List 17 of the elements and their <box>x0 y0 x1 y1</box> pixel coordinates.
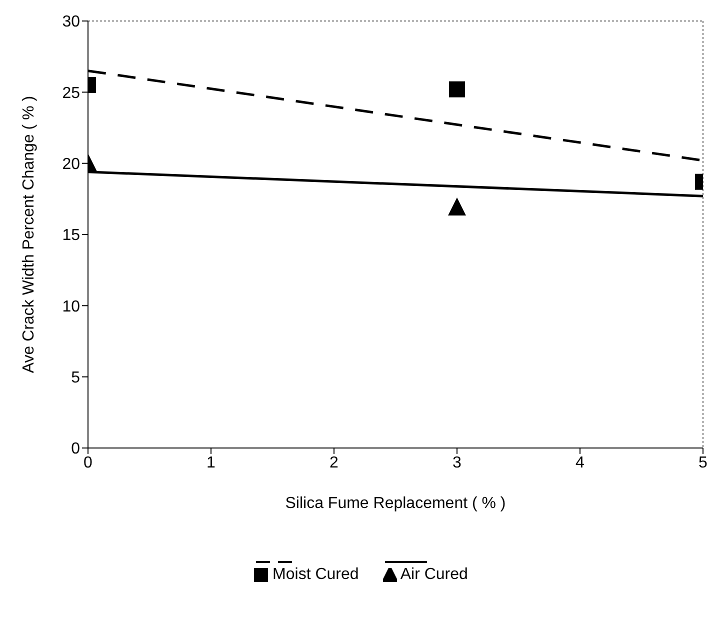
x-axis-title: Silica Fume Replacement ( % ) <box>285 495 506 512</box>
y-tick-label: 0 <box>71 440 80 458</box>
x-tick-label: 5 <box>698 454 708 472</box>
y-tick-label: 25 <box>62 84 80 102</box>
y-tick-label: 20 <box>62 156 80 174</box>
x-tick-label: 0 <box>84 454 93 472</box>
y-tick-label: 10 <box>62 298 80 316</box>
y-tick-label: 5 <box>71 370 80 387</box>
y-tick-label: 15 <box>62 227 80 244</box>
legend-label: Moist Cured <box>272 566 359 584</box>
legend-label: Air Cured <box>399 566 468 584</box>
y-axis-title: Ave Crack Width Percent Change ( % ) <box>20 96 38 374</box>
x-tick-label: 2 <box>330 454 339 472</box>
x-tick-label: 4 <box>576 454 585 472</box>
x-tick-label: 3 <box>452 454 462 472</box>
x-tick-label: 1 <box>206 454 216 472</box>
y-tick-label: 30 <box>62 14 80 31</box>
